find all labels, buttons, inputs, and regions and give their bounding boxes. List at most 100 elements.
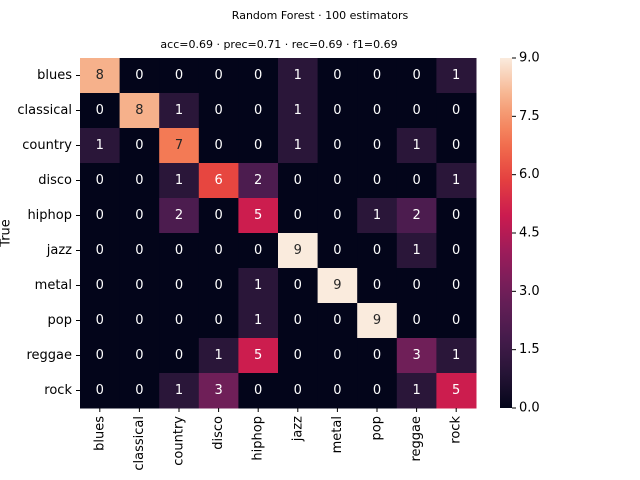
x-tick-label: country xyxy=(172,416,187,466)
cell-label: 0 xyxy=(412,103,420,118)
heatmap-cell xyxy=(278,163,319,199)
cell-label: 1 xyxy=(294,68,302,83)
cell-label: 0 xyxy=(373,383,381,398)
heatmap-cell xyxy=(198,303,239,339)
cell-label: 0 xyxy=(175,243,183,258)
colorbar-tick-label: 1.5 xyxy=(519,342,540,357)
heatmap-cell xyxy=(159,233,200,269)
cell-label: 0 xyxy=(452,208,460,223)
cell-label: 0 xyxy=(96,348,104,363)
chart-title: Random Forest · 100 estimators xyxy=(232,9,409,22)
cell-label: 0 xyxy=(254,383,262,398)
heatmap-cell xyxy=(198,93,239,129)
heatmap-cell xyxy=(238,373,279,409)
cell-label: 0 xyxy=(254,243,262,258)
cell-label: 0 xyxy=(135,173,143,188)
heatmap-cell xyxy=(436,373,477,409)
cell-label: 0 xyxy=(373,68,381,83)
cell-label: 0 xyxy=(96,208,104,223)
cell-label: 1 xyxy=(175,383,183,398)
cell-label: 0 xyxy=(452,278,460,293)
cell-label: 1 xyxy=(96,138,104,153)
cell-label: 0 xyxy=(373,173,381,188)
cell-label: 1 xyxy=(175,103,183,118)
cell-label: 5 xyxy=(254,208,262,223)
cell-label: 0 xyxy=(294,173,302,188)
x-tick-label: classical xyxy=(132,416,147,471)
heatmap-cell xyxy=(278,303,319,339)
heatmap-cell xyxy=(278,93,319,129)
heatmap-cell xyxy=(159,338,200,374)
heatmap-cell xyxy=(198,268,239,304)
cell-label: 0 xyxy=(412,173,420,188)
heatmap-cell xyxy=(159,303,200,339)
heatmap-cell xyxy=(80,373,121,409)
heatmap-cell xyxy=(238,93,279,129)
cell-label: 9 xyxy=(333,278,341,293)
heatmap-cell xyxy=(357,303,398,339)
heatmap-cell xyxy=(119,303,160,339)
heatmap-cell xyxy=(80,303,121,339)
heatmap-cell xyxy=(317,303,358,339)
colorbar-tick-label: 6.0 xyxy=(519,167,540,182)
cell-label: 0 xyxy=(333,173,341,188)
heatmap-cell xyxy=(238,268,279,304)
heatmap-cell xyxy=(198,373,239,409)
heatmap-cell xyxy=(238,233,279,269)
heatmap-cell xyxy=(317,373,358,409)
cell-label: 1 xyxy=(412,383,420,398)
heatmap-cell xyxy=(317,338,358,374)
heatmap-cell xyxy=(317,233,358,269)
cell-label: 0 xyxy=(294,313,302,328)
y-tick-label: country xyxy=(22,138,72,153)
heatmap-cell xyxy=(278,198,319,234)
cell-label: 9 xyxy=(294,243,302,258)
heatmap-cell xyxy=(396,233,437,269)
y-tick-label: reggae xyxy=(26,348,72,363)
cell-label: 0 xyxy=(412,278,420,293)
heatmap-cell xyxy=(317,58,358,94)
cell-label: 0 xyxy=(294,278,302,293)
heatmap-cell xyxy=(396,268,437,304)
heatmap-cell xyxy=(119,338,160,374)
heatmap-cell xyxy=(119,233,160,269)
cell-label: 1 xyxy=(254,278,262,293)
heatmap-cell xyxy=(357,198,398,234)
cell-label: 0 xyxy=(135,68,143,83)
colorbar-tick-label: 0.0 xyxy=(519,401,540,416)
heatmap-cell xyxy=(80,338,121,374)
cell-label: 0 xyxy=(294,383,302,398)
heatmap-cell xyxy=(159,373,200,409)
cell-label: 1 xyxy=(373,208,381,223)
heatmap-cell xyxy=(436,338,477,374)
cell-label: 9 xyxy=(373,313,381,328)
heatmap-cell xyxy=(317,93,358,129)
cell-label: 0 xyxy=(254,138,262,153)
cell-label: 0 xyxy=(412,313,420,328)
x-tick-label: pop xyxy=(370,416,385,440)
heatmap-cell xyxy=(80,93,121,129)
cell-label: 0 xyxy=(135,278,143,293)
heatmap-cell xyxy=(80,233,121,269)
cell-label: 0 xyxy=(96,313,104,328)
heatmap-cell xyxy=(80,58,121,94)
heatmap-cell xyxy=(119,128,160,164)
heatmap-cell xyxy=(119,198,160,234)
heatmap-cell xyxy=(357,128,398,164)
heatmap-cell xyxy=(278,233,319,269)
cell-label: 0 xyxy=(373,243,381,258)
heatmap-cell xyxy=(238,338,279,374)
heatmap-cell xyxy=(159,93,200,129)
cell-label: 0 xyxy=(96,243,104,258)
y-tick-label: classical xyxy=(17,103,72,118)
cell-label: 0 xyxy=(373,348,381,363)
heatmap-cell xyxy=(357,338,398,374)
heatmap-cell xyxy=(159,58,200,94)
heatmap-cell xyxy=(436,303,477,339)
cell-label: 3 xyxy=(412,348,420,363)
heatmap-cell xyxy=(238,58,279,94)
heatmap-cell xyxy=(396,373,437,409)
heatmap-cell xyxy=(198,338,239,374)
cell-label: 0 xyxy=(214,68,222,83)
